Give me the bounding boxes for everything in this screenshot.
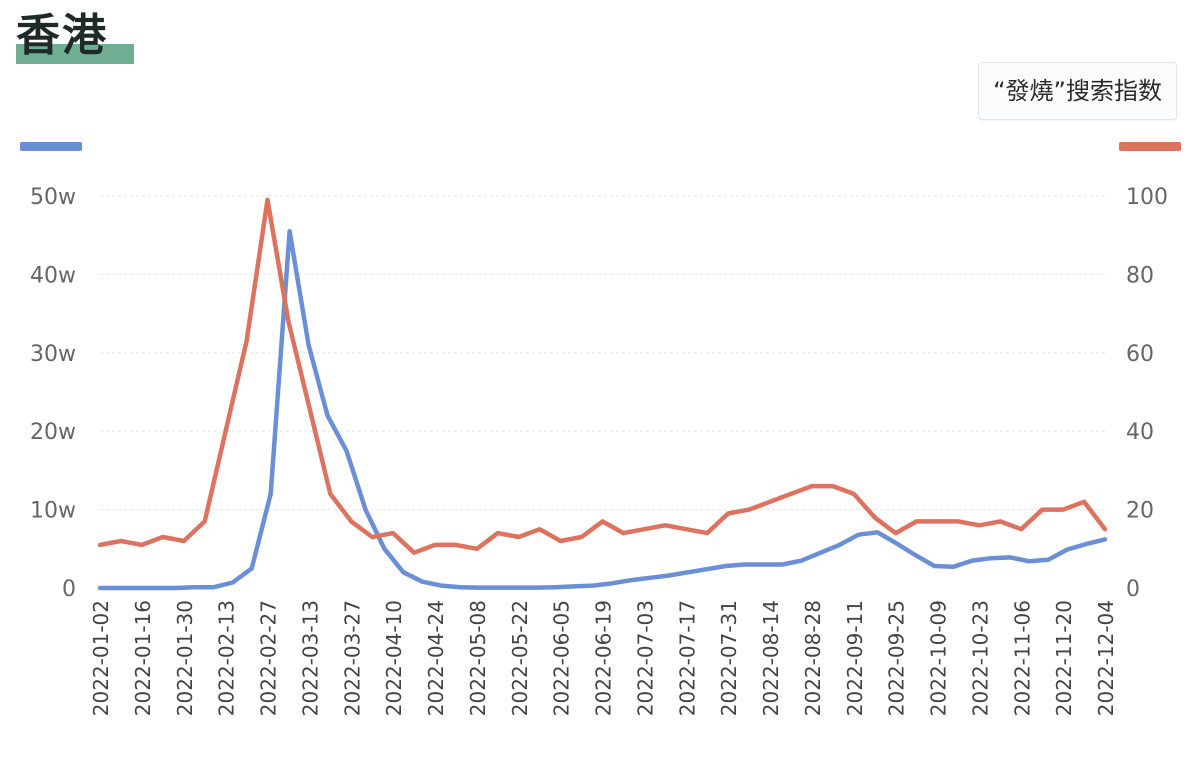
x-axis-tick-label: 2022-08-28 — [801, 600, 825, 716]
x-axis-tick-label: 2022-11-06 — [1010, 600, 1034, 716]
x-axis-tick-label: 2022-09-25 — [885, 600, 909, 716]
left-axis-tick-label: 30w — [30, 342, 76, 367]
x-axis-tick-label: 2022-03-27 — [340, 600, 364, 716]
left-axis-tick-label: 0 — [62, 577, 76, 602]
x-axis-tick-label: 2022-05-22 — [508, 600, 532, 716]
title-accent-bar — [16, 44, 134, 64]
x-axis-tick-label: 2022-11-20 — [1052, 600, 1076, 716]
left-series-swatch — [20, 142, 82, 151]
left-axis-tick-label: 10w — [30, 499, 76, 524]
chart-title: 香港 — [16, 10, 108, 61]
x-axis-tick-label: 2022-01-02 — [89, 600, 113, 716]
right-axis-tick-label: 0 — [1126, 577, 1140, 602]
x-axis-tick-label: 2022-04-24 — [424, 600, 448, 716]
x-axis-tick-label: 2022-12-04 — [1094, 600, 1118, 716]
search-index-series-line — [97, 197, 1108, 555]
x-axis-tick-label: 2022-09-11 — [843, 600, 867, 716]
x-axis-tick-label: 2022-04-10 — [382, 600, 406, 716]
x-axis-tick-label: 2022-07-03 — [633, 600, 657, 716]
legend-search-index: “發燒”搜索指数 — [978, 62, 1177, 120]
x-axis-tick-label: 2022-06-05 — [550, 600, 574, 716]
x-axis-tick-label: 2022-01-30 — [173, 600, 197, 716]
right-axis-tick-label: 100 — [1126, 185, 1168, 210]
chart-title-block: 香港 — [16, 8, 134, 64]
x-axis-tick-label: 2022-10-09 — [927, 600, 951, 716]
x-axis-tick-label: 2022-03-13 — [298, 600, 322, 716]
x-axis-tick-label: 2022-10-23 — [968, 600, 992, 716]
x-axis-tick-label: 2022-02-27 — [257, 600, 281, 716]
x-axis-tick-label: 2022-07-31 — [717, 600, 741, 716]
x-axis-tick-label: 2022-06-19 — [592, 600, 616, 716]
right-axis-tick-label: 40 — [1126, 420, 1154, 445]
left-axis-tick-label: 40w — [30, 263, 76, 288]
x-axis-tick-label: 2022-01-16 — [131, 600, 155, 716]
right-axis-tick-label: 20 — [1126, 499, 1154, 524]
x-axis-tick-label: 2022-08-14 — [759, 600, 783, 716]
right-axis-tick-label: 80 — [1126, 263, 1154, 288]
left-axis-tick-label: 20w — [30, 420, 76, 445]
right-series-swatch — [1119, 142, 1181, 151]
left-axis-tick-label: 50w — [30, 185, 76, 210]
cases-series-line — [97, 229, 1108, 591]
right-axis-tick-label: 60 — [1126, 342, 1154, 367]
x-axis-tick-label: 2022-05-08 — [466, 600, 490, 716]
x-axis-tick-label: 2022-07-17 — [675, 600, 699, 716]
x-axis-tick-label: 2022-02-13 — [215, 600, 239, 716]
